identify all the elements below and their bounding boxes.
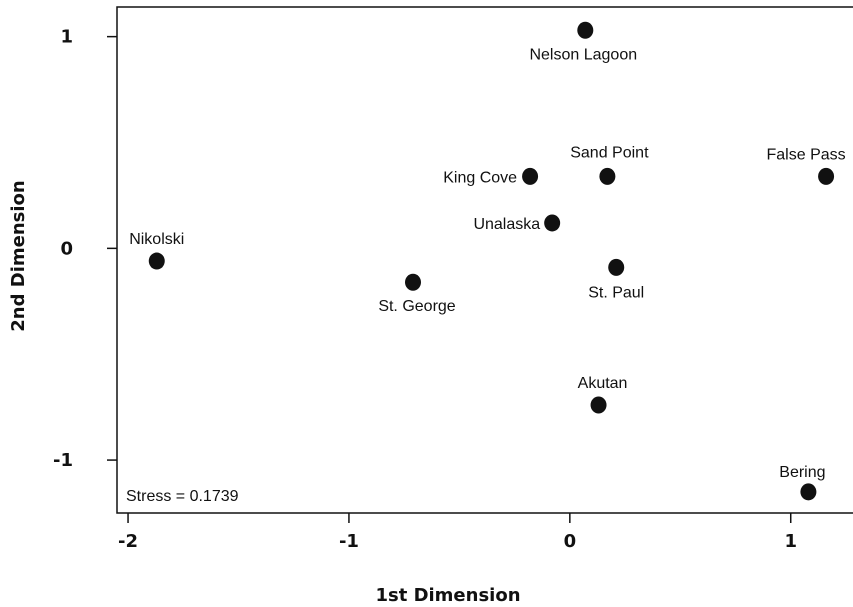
y-axis-ticks: -1 0 1	[53, 27, 117, 471]
y-tick-label: -1	[53, 450, 73, 471]
point-nikolski	[148, 252, 165, 270]
point-akutan	[590, 396, 607, 414]
x-tick-label: -1	[339, 531, 359, 552]
y-axis-title: 2nd Dimension	[8, 180, 29, 331]
stress-annotation: Stress = 0.1739	[126, 488, 239, 505]
point-label-st-george: St. George	[378, 298, 455, 315]
point-king-cove	[522, 167, 539, 185]
point-label-bering: Bering	[779, 464, 825, 481]
point-sand-point	[599, 167, 616, 185]
point-unalaska	[544, 214, 561, 232]
point-label-st-paul: St. Paul	[588, 284, 644, 301]
point-label-sand-point: Sand Point	[570, 144, 649, 161]
point-bering	[800, 483, 817, 501]
point-label-unalaska: Unalaska	[473, 216, 540, 233]
point-nelson-lagoon	[577, 21, 594, 39]
x-tick-label: 0	[564, 531, 577, 552]
point-st-george	[405, 273, 421, 291]
point-label-false-pass: False Pass	[767, 146, 846, 163]
y-tick-label: 1	[60, 27, 73, 48]
x-tick-label: -2	[118, 531, 138, 552]
point-label-nelson-lagoon: Nelson Lagoon	[529, 46, 637, 63]
point-label-king-cove: King Cove	[443, 169, 517, 186]
y-tick-label: 0	[60, 238, 73, 259]
x-axis-title: 1st Dimension	[375, 585, 520, 606]
point-label-akutan: Akutan	[578, 375, 628, 392]
x-axis-ticks: -2 -1 0 1	[118, 513, 797, 552]
point-label-nikolski: Nikolski	[129, 231, 184, 248]
data-points: Nelson Lagoon Sand Point False Pass King Co…	[129, 21, 846, 501]
point-false-pass	[818, 167, 835, 185]
point-st-paul	[608, 258, 625, 276]
plot-frame	[116, 6, 853, 514]
x-tick-label: 1	[784, 531, 797, 552]
